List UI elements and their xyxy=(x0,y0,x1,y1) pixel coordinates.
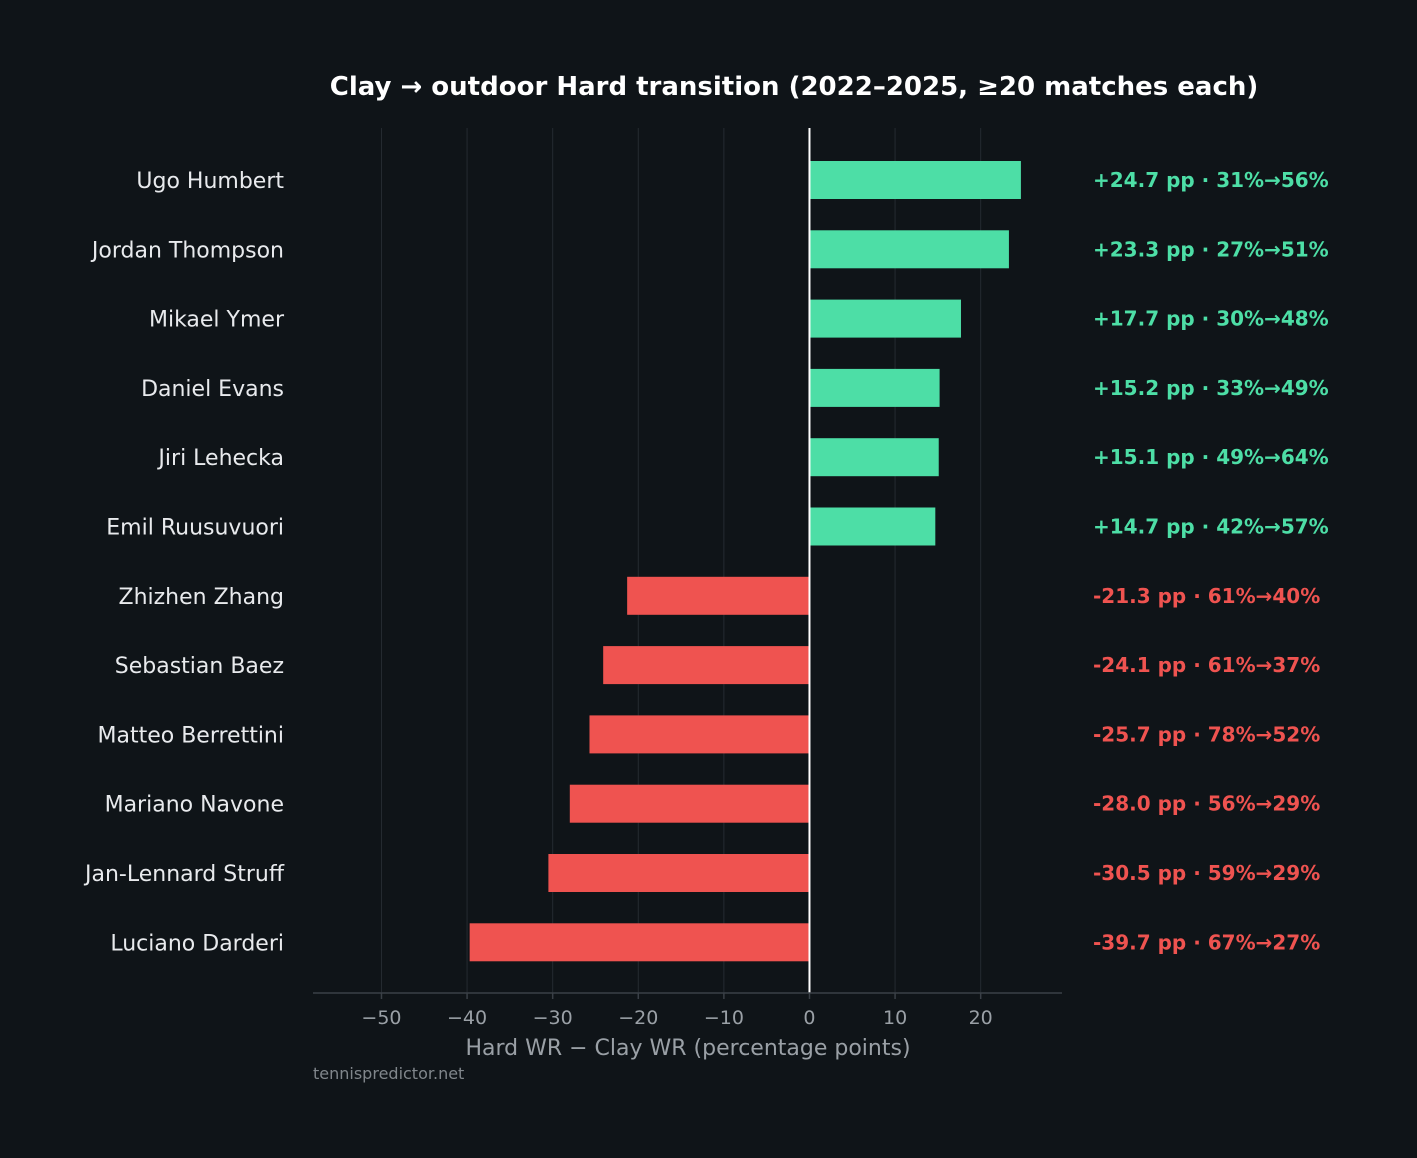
value-label: +14.7 pp · 42%→57% xyxy=(1093,515,1329,539)
chart-title: Clay → outdoor Hard transition (2022–202… xyxy=(330,72,1259,102)
category-label: Ugo Humbert xyxy=(136,169,284,194)
category-label: Daniel Evans xyxy=(141,377,284,402)
bar xyxy=(809,230,1009,269)
grid-lines xyxy=(380,128,982,993)
bars xyxy=(469,161,1021,962)
value-label: +24.7 pp · 31%→56% xyxy=(1093,168,1329,192)
value-label: +15.2 pp · 33%→49% xyxy=(1093,376,1329,400)
value-label: -30.5 pp · 59%→29% xyxy=(1093,861,1320,885)
category-label: Matteo Berrettini xyxy=(97,723,284,748)
category-label: Mariano Navone xyxy=(105,793,284,818)
bar xyxy=(469,923,810,962)
value-label: +17.7 pp · 30%→48% xyxy=(1093,307,1329,331)
x-tick-label: −20 xyxy=(618,1007,658,1029)
category-label: Mikael Ymer xyxy=(149,308,285,333)
value-labels: +24.7 pp · 31%→56% +23.3 pp · 27%→51% +17.… xyxy=(1093,168,1329,954)
x-tick-label: 20 xyxy=(969,1007,993,1029)
value-label: -28.0 pp · 56%→29% xyxy=(1093,792,1320,816)
x-tick-label: 0 xyxy=(803,1007,815,1029)
bar xyxy=(603,646,810,685)
x-tick-label: −10 xyxy=(704,1007,744,1029)
x-tick-label: −40 xyxy=(447,1007,487,1029)
x-tick-label: −50 xyxy=(361,1007,401,1029)
bar xyxy=(809,438,939,477)
category-label: Jan-Lennard Struff xyxy=(83,862,285,887)
value-label: -21.3 pp · 61%→40% xyxy=(1093,584,1320,608)
category-label: Zhizhen Zhang xyxy=(119,585,285,610)
source-label: tennispredictor.net xyxy=(313,1064,464,1083)
bar xyxy=(569,784,810,823)
bar xyxy=(809,161,1021,199)
x-axis: −50 −40 −30 −20 −10 0 10 20 xyxy=(313,128,1062,1029)
category-label: Sebastian Baez xyxy=(115,654,284,679)
value-label: -39.7 pp · 67%→27% xyxy=(1093,930,1320,954)
bar xyxy=(548,854,810,892)
category-label: Luciano Darderi xyxy=(110,931,284,956)
bar xyxy=(809,368,940,407)
value-label: -24.1 pp · 61%→37% xyxy=(1093,653,1320,677)
bar xyxy=(809,299,961,338)
bar xyxy=(809,507,936,546)
bar xyxy=(627,576,810,615)
bar xyxy=(589,715,810,754)
x-tick-label: 10 xyxy=(883,1007,907,1029)
category-label: Jordan Thompson xyxy=(90,238,284,263)
x-tick-label: −30 xyxy=(533,1007,573,1029)
value-label: +15.1 pp · 49%→64% xyxy=(1093,445,1329,469)
x-axis-label: Hard WR − Clay WR (percentage points) xyxy=(465,1036,910,1061)
category-label: Jiri Lehecka xyxy=(156,446,284,471)
value-label: +23.3 pp · 27%→51% xyxy=(1093,237,1329,261)
category-labels: Ugo Humbert Jordan Thompson Mikael Ymer Dan… xyxy=(83,169,285,956)
category-label: Emil Ruusuvuori xyxy=(106,516,284,541)
value-label: -25.7 pp · 78%→52% xyxy=(1093,722,1320,746)
